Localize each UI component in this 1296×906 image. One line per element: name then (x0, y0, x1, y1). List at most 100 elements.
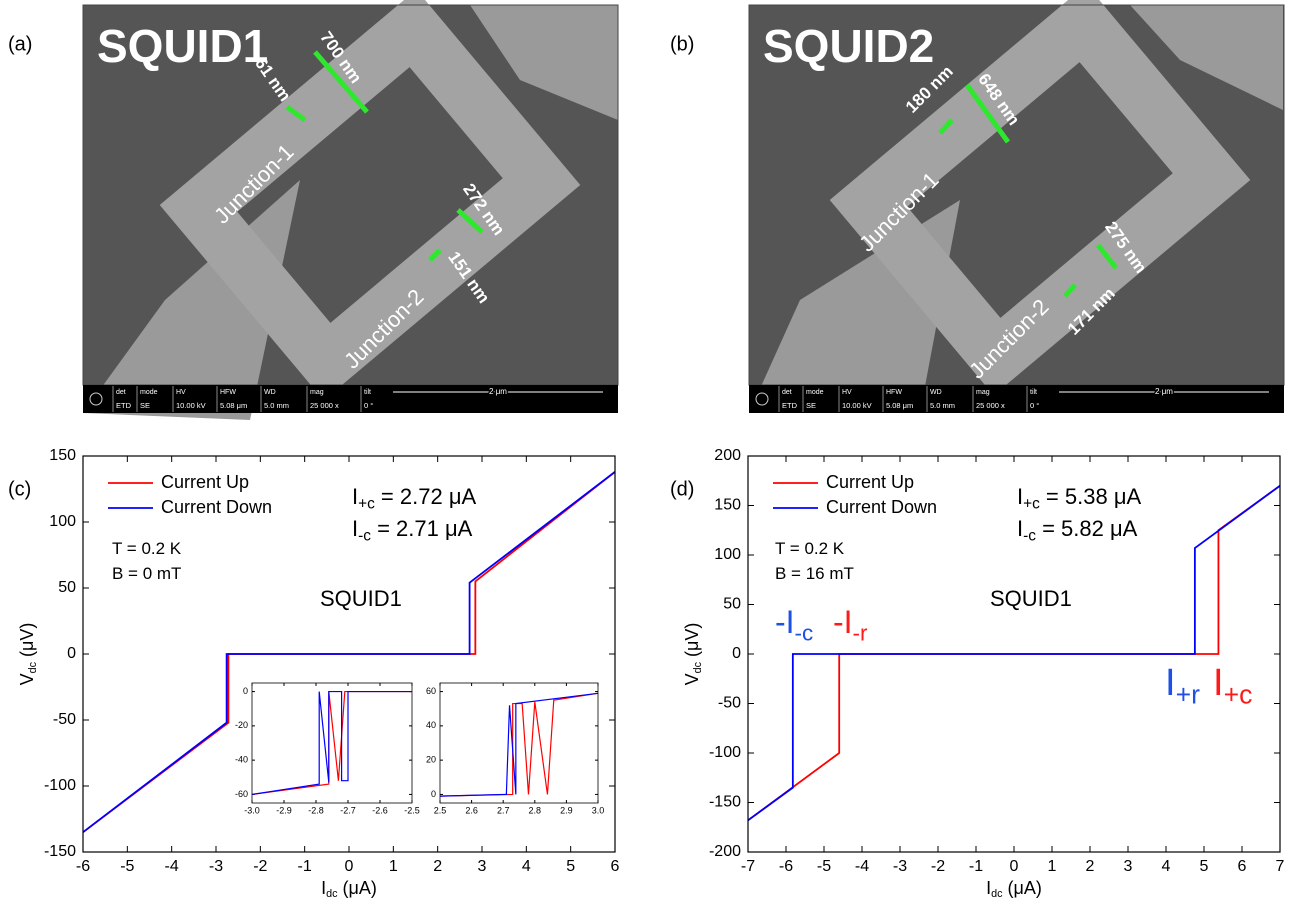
annotation-text: I (1017, 516, 1023, 541)
info-header: det (782, 389, 792, 396)
y-tick-label: 100 (49, 513, 76, 530)
annotation-text: B = 16 mT (775, 564, 854, 583)
inset-chart: 2.5 2.6 2.7 2.8 2.9 3.0 0 20 40 60 (426, 682, 604, 815)
x-tick-label: -6 (76, 858, 90, 875)
y-tick-label: -150 (709, 794, 741, 811)
sem-lead (470, 5, 618, 120)
x-tick-label: -2 (931, 858, 945, 875)
x-tick-label: -1 (969, 858, 983, 875)
info-value: 0 ° (1030, 401, 1039, 410)
x-label-unit: (μA) (1003, 878, 1042, 898)
info-header: det (116, 389, 126, 396)
sem-loop (829, 0, 1251, 396)
y-tick-label: 60 (426, 686, 436, 696)
x-tick-label: -3 (209, 858, 223, 875)
x-tick-label: -5 (120, 858, 134, 875)
legend-label: Current Down (161, 497, 272, 517)
annotation-text: I (352, 484, 358, 509)
annotation-text: = 2.72 μA (375, 484, 477, 509)
x-tick-label: 1 (1048, 858, 1057, 875)
y-tick-label: 150 (49, 447, 76, 464)
x-tick-label: -6 (779, 858, 793, 875)
info-header: HV (176, 389, 186, 396)
info-value: ETD (116, 401, 132, 410)
annotation: I-c = 2.71 μA (352, 516, 473, 545)
x-tick-label: -2.9 (276, 805, 292, 815)
y-tick-label: 0 (732, 645, 741, 662)
x-tick-label: 7 (1276, 858, 1285, 875)
x-tick-label: 2.7 (497, 805, 510, 815)
y-tick-label: -100 (44, 777, 76, 794)
info-header: mag (310, 389, 324, 396)
info-header: HV (842, 389, 852, 396)
annotation-sub: +c (1224, 679, 1253, 709)
x-tick-label: 4 (1162, 858, 1171, 875)
annotation: SQUID1 (990, 586, 1072, 611)
info-header: tilt (364, 389, 371, 396)
y-label: Vdc (μV) (682, 623, 704, 686)
annotation: B = 0 mT (112, 564, 181, 583)
annotation: I+c = 2.72 μA (352, 484, 476, 513)
legend-label: Current Up (826, 472, 914, 492)
chart: -6 -5 -4 -3 -2 -1 0 1 2 3 4 5 6 -150 -100 -50 0 50 100 150 C… (8, 447, 620, 900)
x-tick-label: 1 (389, 858, 398, 875)
annotation: SQUID1 (320, 586, 402, 611)
y-tick-label: 200 (714, 447, 741, 464)
y-tick-label: 100 (714, 546, 741, 563)
info-value: 10.00 kV (842, 401, 872, 410)
x-tick-label: 4 (522, 858, 531, 875)
x-tick-label: -7 (741, 858, 755, 875)
x-tick-label: -2.8 (308, 805, 324, 815)
legend-label: Current Down (826, 497, 937, 517)
x-tick-label: 2.6 (465, 805, 478, 815)
annotation-sub: +c (358, 496, 375, 513)
info-value: 25 000 x (310, 401, 339, 410)
info-value: SE (806, 401, 816, 410)
x-tick-label: -3.0 (244, 805, 260, 815)
y-label-main: V (682, 673, 702, 685)
annotation: I+c = 5.38 μA (1017, 484, 1141, 513)
info-header: WD (264, 389, 276, 396)
y-tick-label: -50 (53, 711, 76, 728)
y-tick-label: 50 (58, 579, 76, 596)
x-tick-label: -3 (893, 858, 907, 875)
info-value: SE (140, 401, 150, 410)
dimension-bar (938, 118, 954, 135)
info-value: 10.00 kV (176, 401, 206, 410)
annotation-sub: -c (358, 528, 371, 545)
dimension-bar (964, 83, 1011, 144)
x-label: Idc (μA) (321, 878, 377, 900)
y-tick-label: 150 (714, 497, 741, 514)
y-label-unit: (μV) (17, 623, 37, 662)
annotation-text: -I (775, 604, 795, 640)
info-header: tilt (1030, 389, 1037, 396)
info-header: mode (806, 389, 824, 396)
y-tick-label: 0 (431, 789, 436, 799)
x-tick-label: 0 (1010, 858, 1019, 875)
dimension-bar (1096, 243, 1118, 270)
series-line (748, 484, 1280, 822)
y-tick-label: 0 (67, 645, 76, 662)
y-tick-label: -100 (709, 744, 741, 761)
dimension-bar (428, 248, 442, 262)
info-icon (755, 392, 769, 406)
info-value: 5.0 mm (264, 401, 289, 410)
x-tick-label: -2.5 (404, 805, 420, 815)
x-tick-label: -2 (253, 858, 267, 875)
info-value: 25 000 x (976, 401, 1005, 410)
annotation-text: B = 0 mT (112, 564, 181, 583)
x-tick-label: 3 (1124, 858, 1133, 875)
x-tick-label: 0 (345, 858, 354, 875)
x-tick-label: -5 (817, 858, 831, 875)
y-tick-label: -60 (235, 789, 248, 799)
x-label-main: I (321, 878, 326, 898)
x-tick-label: 2 (433, 858, 442, 875)
y-tick-label: -40 (235, 755, 248, 765)
info-header: HFW (220, 389, 236, 396)
annotation-text: = 2.71 μA (371, 516, 473, 541)
sem-title: SQUID1 (97, 20, 268, 72)
x-label-main: I (986, 878, 991, 898)
info-header: mode (140, 389, 158, 396)
